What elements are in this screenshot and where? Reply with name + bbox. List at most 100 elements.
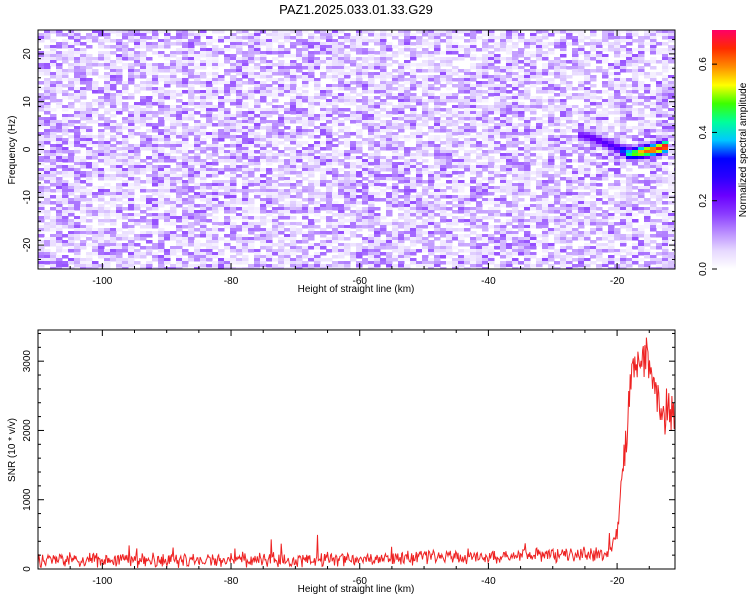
heatmap-cell <box>92 114 99 118</box>
heatmap-cell <box>458 189 465 193</box>
heatmap-cell <box>368 141 375 145</box>
heatmap-cell <box>242 144 249 148</box>
heatmap-cell <box>158 195 165 199</box>
heatmap-cell <box>50 126 57 130</box>
heatmap-cell <box>464 75 471 79</box>
heatmap-cell <box>278 162 285 166</box>
heatmap-cell <box>152 144 159 148</box>
heatmap-cell <box>662 147 669 151</box>
heatmap-cell <box>548 102 555 106</box>
heatmap-cell <box>338 177 345 181</box>
heatmap-cell <box>578 141 585 145</box>
heatmap-cell <box>230 150 237 154</box>
heatmap-cell <box>302 96 309 100</box>
heatmap-cell <box>80 102 87 106</box>
heatmap-cell <box>626 36 633 40</box>
heatmap-cell <box>74 132 81 136</box>
heatmap-cell <box>428 135 435 139</box>
heatmap-cell <box>650 180 657 184</box>
heatmap-cell <box>572 135 579 139</box>
heatmap-cell <box>542 138 549 142</box>
heatmap-cell <box>224 45 231 49</box>
heatmap-cell <box>368 99 375 103</box>
heatmap-cell <box>158 186 165 190</box>
heatmap-cell <box>344 93 351 97</box>
heatmap-cell <box>68 33 75 37</box>
heatmap-cell <box>566 153 573 157</box>
heatmap-cell <box>116 45 123 49</box>
heatmap-cell <box>338 78 345 82</box>
heatmap-cell <box>44 36 51 40</box>
heatmap-cell <box>254 75 261 79</box>
heatmap-cell <box>236 39 243 43</box>
heatmap-cell <box>284 75 291 79</box>
heatmap-cell <box>332 153 339 157</box>
heatmap-cell <box>128 132 135 136</box>
heatmap-cell <box>176 186 183 190</box>
heatmap-cell <box>128 120 135 124</box>
heatmap-cell <box>584 120 591 124</box>
heatmap-cell <box>668 120 675 124</box>
heatmap-cell <box>326 66 333 70</box>
heatmap-cell <box>524 96 531 100</box>
heatmap-cell <box>296 54 303 58</box>
heatmap-cell <box>188 102 195 106</box>
heatmap-cell <box>440 195 447 199</box>
heatmap-cell <box>518 102 525 106</box>
heatmap-cell <box>44 102 51 106</box>
heatmap-cell <box>38 126 45 130</box>
heatmap-cell <box>74 42 81 46</box>
heatmap-cell <box>482 150 489 154</box>
heatmap-cell <box>140 114 147 118</box>
heatmap-cell <box>362 114 369 118</box>
heatmap-cell <box>200 102 207 106</box>
heatmap-cell <box>608 84 615 88</box>
heatmap-cell <box>554 165 561 169</box>
heatmap-cell <box>290 189 297 193</box>
heatmap-cell <box>152 141 159 145</box>
heatmap-cell <box>242 72 249 76</box>
heatmap-cell <box>386 96 393 100</box>
heatmap-cell <box>362 159 369 163</box>
heatmap-cell <box>656 162 663 166</box>
heatmap-cell <box>578 63 585 67</box>
heatmap-cell <box>74 30 81 34</box>
heatmap-cell <box>206 111 213 115</box>
heatmap-cell <box>638 84 645 88</box>
heatmap-cell <box>128 186 135 190</box>
heatmap-cell <box>128 39 135 43</box>
heatmap-cell <box>650 201 657 205</box>
heatmap-cell <box>446 201 453 205</box>
heatmap-cell <box>380 81 387 85</box>
heatmap-cell <box>344 54 351 58</box>
heatmap-cell <box>170 186 177 190</box>
heatmap-cell <box>644 60 651 64</box>
heatmap-cell <box>290 78 297 82</box>
heatmap-cell <box>602 57 609 61</box>
heatmap-cell <box>380 174 387 178</box>
heatmap-cell <box>602 135 609 139</box>
heatmap-cell <box>566 120 573 124</box>
heatmap-cell <box>614 96 621 100</box>
heatmap-cell <box>398 165 405 169</box>
heatmap-cell <box>272 33 279 37</box>
heatmap-cell <box>314 81 321 85</box>
heatmap-cell <box>518 168 525 172</box>
heatmap-cell <box>278 129 285 133</box>
heatmap-cell <box>344 51 351 55</box>
heatmap-cell <box>170 141 177 145</box>
heatmap-cell <box>608 153 615 157</box>
heatmap-cell <box>434 189 441 193</box>
heatmap-cell <box>596 183 603 187</box>
heatmap-cell <box>422 117 429 121</box>
heatmap-cell <box>458 30 465 34</box>
heatmap-cell <box>188 177 195 181</box>
heatmap-cell <box>656 165 663 169</box>
heatmap-cell <box>272 183 279 187</box>
heatmap-cell <box>242 66 249 70</box>
heatmap-cell <box>650 126 657 130</box>
heatmap-cell <box>662 123 669 127</box>
heatmap-cell <box>278 63 285 67</box>
heatmap-cell <box>338 69 345 73</box>
heatmap-cell <box>470 126 477 130</box>
